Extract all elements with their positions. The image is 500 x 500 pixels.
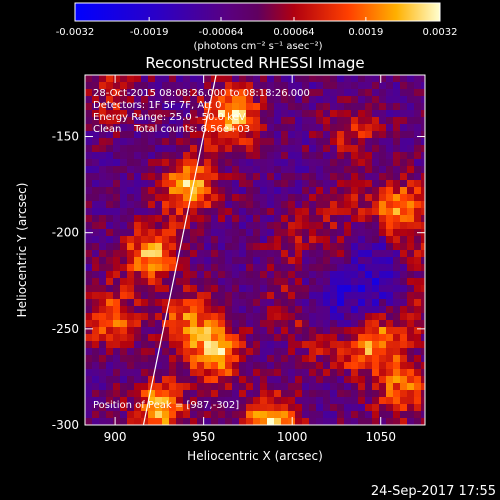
generation-date: 24-Sep-2017 17:55 (371, 484, 496, 499)
colorbar-units: (photons cm⁻² s⁻¹ asec⁻²) (193, 41, 322, 52)
plot-area: 900 950 1000 1050 -150 -200 -250 -300 (52, 74, 426, 444)
annotation-peak-position: Position of Peak = [987,-302] (93, 400, 239, 411)
colorbar-tick-label: -0.0032 (56, 27, 95, 38)
x-tick-label: 1000 (277, 430, 308, 444)
annotation-detectors: Detectors: 1F 5F 7F, Att 0 (93, 100, 221, 111)
colorbar-tick-label: 0.00064 (273, 27, 314, 38)
x-tick-label: 900 (104, 430, 127, 444)
colorbar-tick-label: -0.00064 (199, 27, 244, 38)
x-tick-label: 1050 (365, 430, 396, 444)
y-tick-label: -250 (52, 322, 79, 336)
x-tick-label: 950 (192, 430, 215, 444)
annotations: 28-Oct-2015 08:08:26.000 to 08:18:26.000… (93, 88, 310, 411)
y-tick-label: -150 (52, 130, 79, 144)
colorbar-gradient (74, 2, 441, 22)
y-axis-label: Heliocentric Y (arcsec) (15, 183, 29, 318)
plot-frame (84, 74, 426, 426)
colorbar-tick-label: 0.0019 (348, 27, 383, 38)
chart-title: Reconstructed RHESSI Image (145, 54, 364, 72)
solar-limb-line (142, 75, 217, 425)
annotation-time-range: 28-Oct-2015 08:08:26.000 to 08:18:26.000 (93, 88, 310, 99)
heatmap-image (85, 75, 425, 425)
colorbar-tick-label: 0.0032 (423, 27, 458, 38)
x-axis-label: Heliocentric X (arcsec) (187, 449, 323, 463)
colorbar: -0.0032 -0.0019 -0.00064 0.00064 0.0019 0.003… (56, 2, 458, 52)
annotation-energy-range: Energy Range: 25.0 - 50.0 keV (93, 112, 246, 123)
colorbar-tick-label: -0.0019 (130, 27, 169, 38)
y-tick-label: -200 (52, 226, 79, 240)
y-tick-label: -300 (52, 418, 79, 432)
annotation-total-counts: Clean Total counts: 6.56e+03 (93, 124, 250, 135)
